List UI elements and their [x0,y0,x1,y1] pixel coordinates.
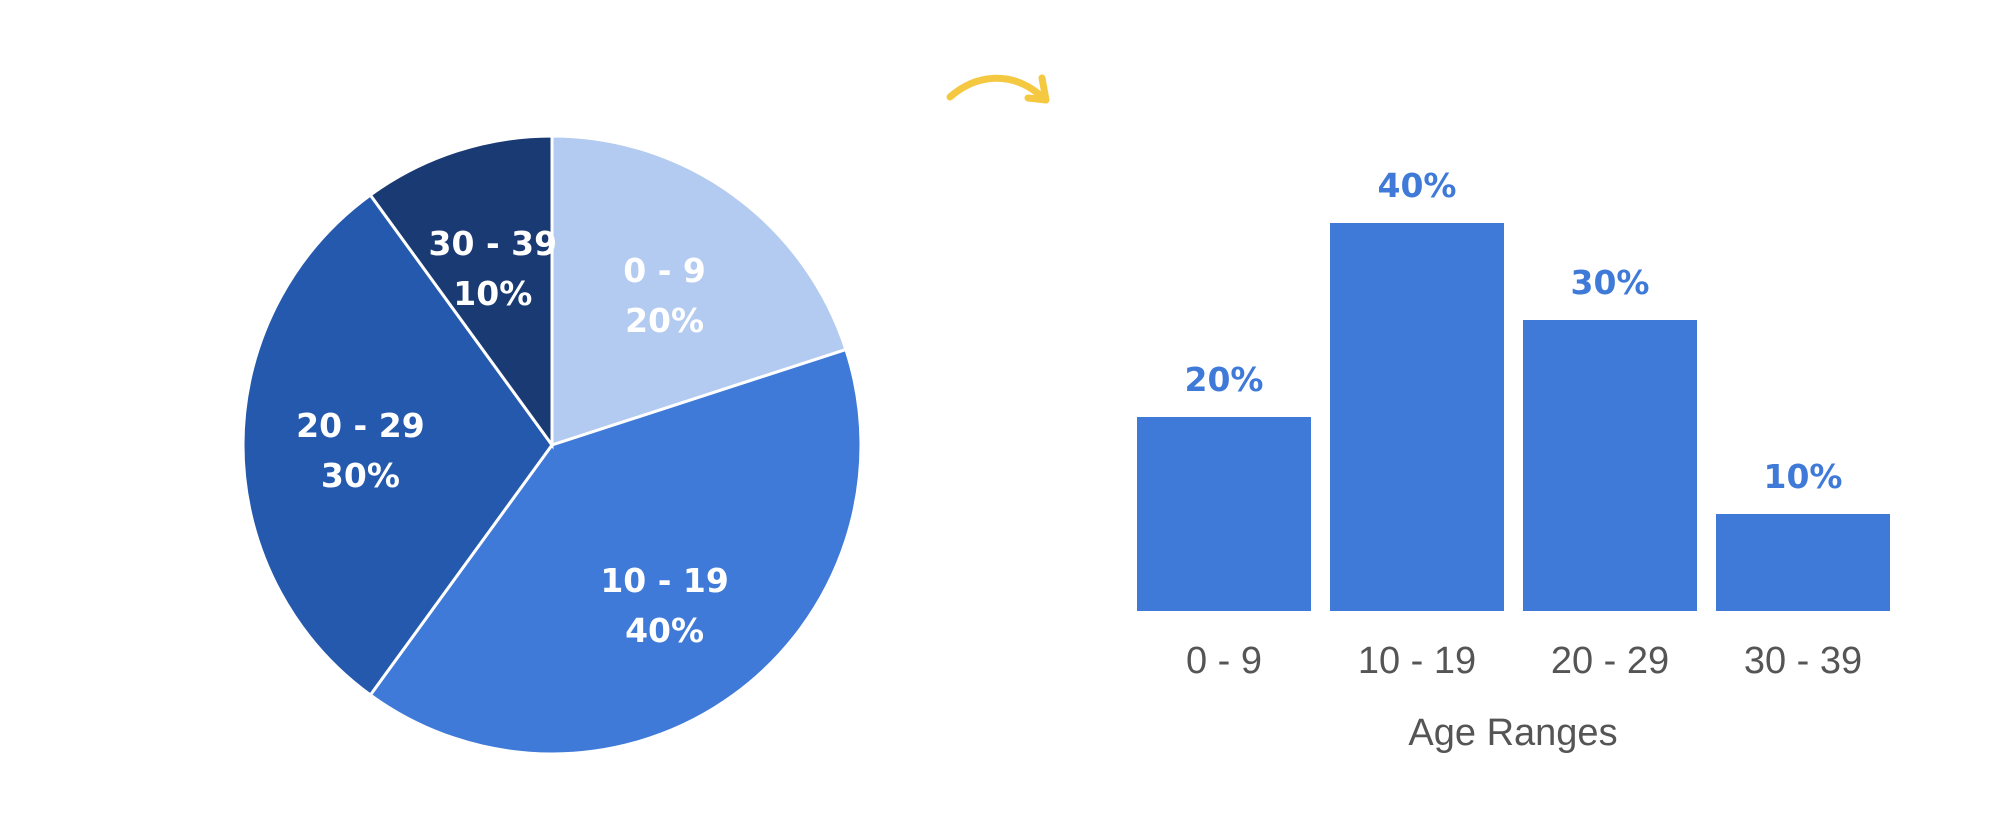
pie-chart: 0 - 9 20% 10 - 19 40% 20 - 29 30% 30 - 39 10% [241,134,863,756]
curved-arrow-icon [946,74,1050,104]
bar [1330,223,1504,611]
bar [1523,320,1697,611]
x-tick-label: 20 - 29 [1551,640,1669,682]
pie-slice [368,134,554,450]
x-tick-label: 0 - 9 [1186,640,1262,682]
bar-value-label: 20% [1185,360,1264,399]
bar-value-label: 40% [1378,166,1457,205]
pie-category-label: 10 - 19 [600,561,729,600]
pie-value-label: 20% [625,301,704,340]
pie-value-label: 30% [321,456,400,495]
x-axis-title: Age Ranges [1408,712,1617,754]
bar [1137,417,1311,611]
bar [1716,514,1890,611]
bar-chart: 20% 0 - 9 40% 10 - 19 30% 20 - 29 10% 30 - 39 [1137,166,1890,682]
pie-category-label: 30 - 39 [429,224,558,263]
pie-slice [241,192,554,698]
pie-category-label: 20 - 29 [296,406,425,445]
bar-value-label: 30% [1571,263,1650,302]
x-tick-label: 10 - 19 [1358,640,1476,682]
pie-value-label: 10% [453,274,532,313]
pie-slice [550,134,848,448]
pie-category-label: 0 - 9 [623,251,706,290]
bar-value-label: 10% [1764,457,1843,496]
pie-slice [368,347,863,756]
pie-value-label: 40% [625,611,704,650]
x-tick-label: 30 - 39 [1744,640,1862,682]
